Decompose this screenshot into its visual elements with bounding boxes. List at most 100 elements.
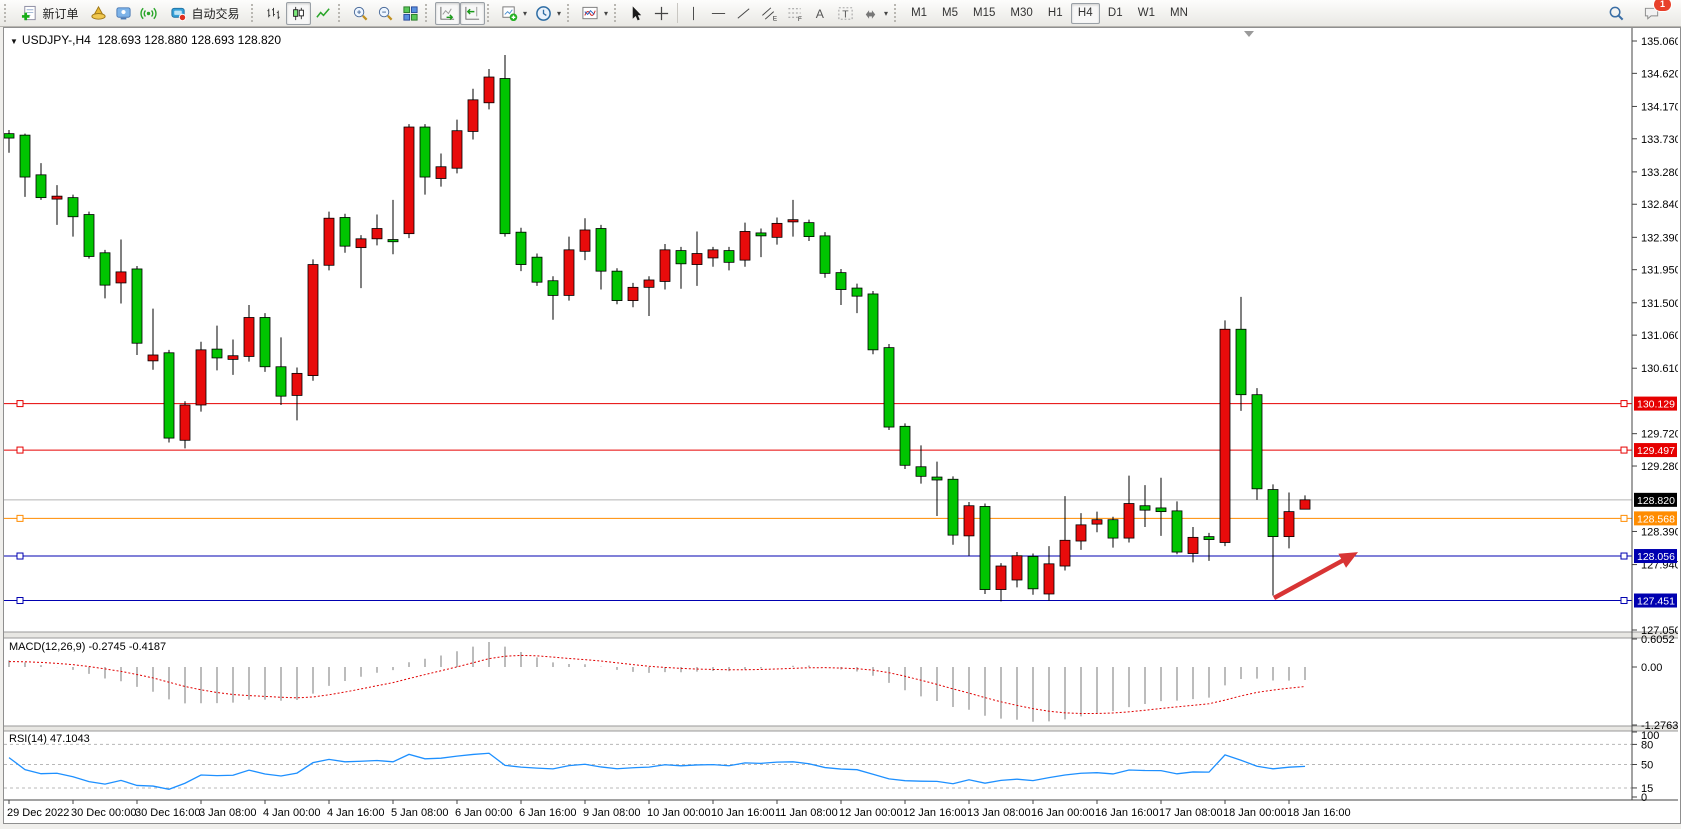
chart-canvas[interactable]: 135.060 134.620 134.170 133.730 133.280 132.8… xyxy=(4,28,1678,821)
time-axis-label: 4 Jan 16:00 xyxy=(327,807,385,819)
candle xyxy=(659,243,671,290)
symbol-dropdown-icon[interactable]: ▼ xyxy=(10,37,18,46)
line-handle[interactable] xyxy=(1620,400,1628,408)
cursor-button[interactable] xyxy=(624,2,649,25)
timeframe-button-W1[interactable]: W1 xyxy=(1131,3,1162,24)
candlestick-chart-button[interactable] xyxy=(286,1,311,25)
rsi-axis-tick: 100 xyxy=(1641,730,1659,742)
bar-chart-button[interactable] xyxy=(261,2,286,25)
text-label-button[interactable]: T xyxy=(833,2,858,25)
toolbar-grip[interactable] xyxy=(487,4,493,22)
auto-trading-icon xyxy=(171,7,187,21)
search-button[interactable] xyxy=(1604,2,1629,25)
equidistant-channel-button[interactable]: E xyxy=(756,2,782,25)
toolbar-grip[interactable] xyxy=(425,4,431,22)
candlestick-chart-icon xyxy=(293,6,304,20)
time-axis-label: 30 Dec 00:00 xyxy=(71,807,136,819)
line-chart-button[interactable] xyxy=(311,2,336,25)
notification-badge: 1 xyxy=(1654,0,1671,11)
line-handle[interactable] xyxy=(16,400,24,408)
price-axis-tick: 134.620 xyxy=(1641,68,1678,80)
toolbar-grip[interactable] xyxy=(614,4,620,22)
svg-text:129.497: 129.497 xyxy=(1637,445,1675,457)
line-handle[interactable] xyxy=(16,514,24,522)
line-handle[interactable] xyxy=(16,446,24,454)
cursor-icon xyxy=(632,5,642,20)
line-handle[interactable] xyxy=(16,552,24,560)
notifications-button[interactable]: 1 xyxy=(1639,0,1671,25)
line-handle[interactable] xyxy=(1620,446,1628,454)
candle xyxy=(1283,492,1295,549)
price-tag-128.820: 128.820 xyxy=(1634,492,1677,507)
fibonacci-button[interactable]: F xyxy=(782,2,808,25)
price-axis-tick: 131.950 xyxy=(1641,265,1678,277)
timeframe-button-H4[interactable]: H4 xyxy=(1070,2,1100,24)
trendline-button[interactable] xyxy=(731,2,756,25)
toolbar-grip[interactable] xyxy=(338,4,344,22)
profiles-button[interactable]: ▾ xyxy=(531,2,565,25)
candle xyxy=(1075,513,1087,550)
time-axis-label: 16 Jan 00:00 xyxy=(1031,807,1095,819)
chart-shift-button[interactable] xyxy=(460,1,485,25)
price-tag-127.451: 127.451 xyxy=(1634,593,1677,608)
svg-text:T: T xyxy=(842,9,849,20)
candle xyxy=(883,343,895,430)
candle xyxy=(1011,552,1023,588)
candle xyxy=(931,461,943,517)
candle xyxy=(1299,495,1311,510)
line-handle[interactable] xyxy=(1620,552,1628,560)
vertical-line-icon xyxy=(693,6,695,20)
toolbar-grip[interactable] xyxy=(894,4,900,22)
crosshair-icon xyxy=(654,6,669,20)
candle xyxy=(563,236,575,301)
candle xyxy=(275,337,287,405)
zoom-out-button[interactable] xyxy=(373,2,398,25)
auto-scroll-button[interactable] xyxy=(435,1,460,25)
candle xyxy=(1203,532,1215,561)
tile-windows-button[interactable] xyxy=(398,2,423,25)
time-axis-label: 10 Jan 16:00 xyxy=(711,807,775,819)
indicators-icon xyxy=(582,6,598,19)
line-handle[interactable] xyxy=(1620,514,1628,522)
horizontal-line-button[interactable] xyxy=(706,2,731,25)
new-order-button[interactable]: 新订单 xyxy=(14,2,86,25)
community-button[interactable] xyxy=(111,2,136,25)
text-button[interactable]: A xyxy=(808,2,833,25)
crosshair-button[interactable] xyxy=(649,2,674,25)
time-axis-label: 10 Jan 00:00 xyxy=(647,807,711,819)
chart-shift-marker-icon[interactable] xyxy=(1244,31,1254,37)
signals-button[interactable] xyxy=(136,2,161,25)
price-axis-tick: 129.280 xyxy=(1641,461,1678,473)
timeframe-button-M1[interactable]: M1 xyxy=(904,3,934,24)
time-axis-label: 5 Jan 08:00 xyxy=(391,807,449,819)
vertical-line-button[interactable] xyxy=(681,2,706,25)
trend-arrow-annotation[interactable] xyxy=(1272,557,1346,600)
line-handle[interactable] xyxy=(16,597,24,605)
timeframe-button-M30[interactable]: M30 xyxy=(1003,3,1039,24)
time-axis-label: 11 Jan 08:00 xyxy=(775,807,838,819)
price-axis-tick: 128.390 xyxy=(1641,526,1678,538)
timeframe-button-M5[interactable]: M5 xyxy=(935,3,965,24)
price-tag-130.129: 130.129 xyxy=(1634,396,1677,411)
svg-text:F: F xyxy=(798,16,802,22)
indicators-button[interactable]: ▾ xyxy=(577,2,612,25)
line-handle[interactable] xyxy=(1620,597,1628,605)
zoom-in-button[interactable] xyxy=(348,2,373,25)
rsi-axis-tick: 50 xyxy=(1641,760,1653,772)
timeframe-button-D1[interactable]: D1 xyxy=(1101,3,1130,24)
new-chart-button[interactable]: ▾ xyxy=(497,2,531,25)
toolbar-grip[interactable] xyxy=(251,4,257,22)
tile-windows-icon xyxy=(403,5,418,21)
timeframe-button-H1[interactable]: H1 xyxy=(1041,3,1070,24)
time-axis-label: 12 Jan 16:00 xyxy=(903,807,967,819)
time-axis-label: 16 Jan 16:00 xyxy=(1095,807,1159,819)
shapes-button[interactable]: ▾ xyxy=(858,2,892,25)
trend-arrow-head[interactable] xyxy=(1338,552,1359,568)
auto-trading-button[interactable]: 自动交易 xyxy=(161,2,249,25)
toolbar-grip[interactable] xyxy=(567,4,573,22)
timeframe-button-M15[interactable]: M15 xyxy=(966,3,1002,24)
timeframe-button-MN[interactable]: MN xyxy=(1163,3,1195,24)
market-button[interactable] xyxy=(86,2,111,25)
toolbar-grip[interactable] xyxy=(4,4,10,22)
